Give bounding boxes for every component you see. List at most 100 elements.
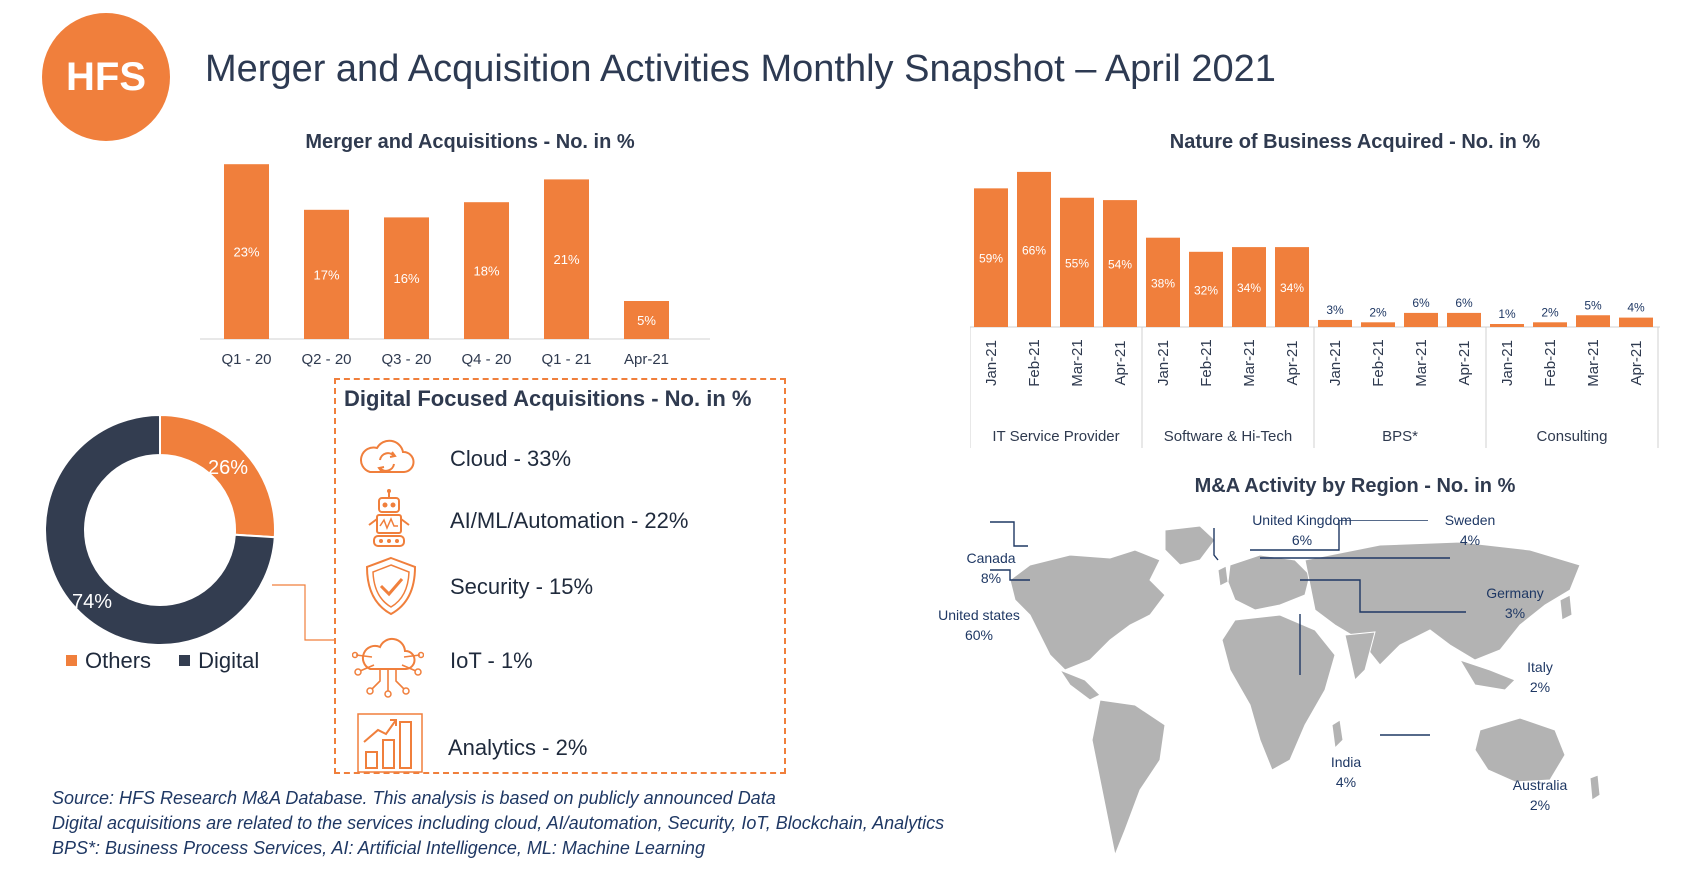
africa-shape (1221, 614, 1336, 771)
page-title: Merger and Acquisition Activities Monthl… (205, 48, 1276, 90)
nature-bar-label: 6% (1412, 296, 1430, 310)
nature-bar-label: 66% (1022, 243, 1046, 257)
nature-bar (1275, 247, 1309, 327)
cloud-icon (360, 439, 415, 473)
shield-icon (365, 556, 417, 616)
nature-bar (1189, 251, 1223, 327)
nature-tick-label: Apr-21 (1112, 340, 1129, 385)
nature-group-label: Software & Hi-Tech (1164, 428, 1292, 445)
digital-title: Digital Focused Acquisitions - No. in % (344, 386, 752, 411)
nature-bar-chart: 59% Jan-21 66% Feb-21 55% Mar-21 54% Apr-21 IT S… (970, 171, 1660, 448)
nature-tick-label: Mar-21 (1069, 339, 1086, 387)
nature-bar (1404, 312, 1438, 327)
digital-item-security: Security - 15% (450, 574, 594, 599)
europe-shape (1227, 554, 1311, 611)
ma-bar-label: 18% (473, 264, 499, 279)
nature-bar (1490, 324, 1524, 327)
digital-item-analytics: Analytics - 2% (448, 735, 588, 760)
ma-bar-label: 21% (553, 252, 579, 267)
ma-tick-label: Apr-21 (624, 351, 669, 368)
legend-others: Others (66, 648, 151, 673)
nature-tick-label: Feb-21 (1542, 339, 1559, 387)
sweden-leader-line (1250, 520, 1428, 551)
region-chart-title: M&A Activity by Region - No. in % (1194, 475, 1516, 497)
legend-digital: Digital (179, 648, 259, 673)
south-america-shape (1091, 699, 1166, 857)
source-notes: Source: HFS Research M&A Database. This … (52, 786, 944, 861)
nature-bar (1318, 319, 1352, 327)
legend-label-digital: Digital (198, 648, 260, 673)
nature-group-label: BPS* (1382, 428, 1418, 445)
digital-item-cloud: Cloud - 33% (450, 446, 572, 471)
legend-label-others: Others (85, 648, 152, 673)
japan-shape (1559, 594, 1573, 621)
nature-bar (1533, 322, 1567, 327)
region-label-australia: Australia 2% (1512, 777, 1568, 813)
uk-shape (1217, 565, 1229, 587)
region-label-italy: Italy 2% (1527, 659, 1553, 695)
nature-tick-label: Feb-21 (1198, 339, 1215, 387)
region-label-india: India 4% (1330, 754, 1362, 790)
nature-bar-label: 2% (1369, 305, 1387, 319)
nature-bar (1232, 247, 1266, 327)
region-label-uk: United Kingdom 6% (1252, 512, 1352, 548)
hfs-logo: HFS (42, 13, 170, 141)
nature-bar (1060, 197, 1094, 327)
legend-swatch-digital (179, 654, 191, 666)
digital-item-iot: IoT - 1% (450, 648, 533, 673)
nature-group-label: Consulting (1537, 428, 1608, 445)
nature-bar (1017, 171, 1051, 327)
ma-bar-label: 17% (313, 267, 339, 282)
source-line-1: Source: HFS Research M&A Database. This … (52, 788, 776, 808)
nature-bar-label: 54% (1108, 258, 1132, 272)
nature-bar (1447, 312, 1481, 327)
italy-leader-line (1300, 579, 1466, 613)
australia-shape (1474, 717, 1566, 783)
nature-bar (1146, 237, 1180, 327)
digital-donut-chart: 26% 74% (44, 413, 336, 645)
nature-tick-label: Apr-21 (1456, 340, 1473, 385)
ma-tick-label: Q1 - 21 (541, 351, 591, 368)
nature-bar-label: 1% (1498, 307, 1516, 321)
nature-bar-label: 4% (1627, 301, 1645, 315)
us-leader-line (990, 569, 1030, 581)
donut-slice-digital (44, 413, 276, 645)
donut-slice-others (159, 413, 276, 539)
region-label-canada: Canada 8% (966, 550, 1016, 586)
region-label-germany: Germany 3% (1486, 585, 1544, 621)
nature-tick-label: Feb-21 (1026, 339, 1043, 387)
region-label-sweden: Sweden 4% (1444, 512, 1496, 548)
nature-bar (1361, 322, 1395, 327)
ma-chart-title: Merger and Acquisitions - No. in % (305, 131, 635, 153)
nature-bar (1619, 317, 1653, 327)
madagascar-shape (1331, 719, 1344, 750)
nature-bar (974, 188, 1008, 327)
central-america-shape (1058, 668, 1101, 701)
legend-swatch-others (66, 654, 77, 666)
nature-bar-label: 55% (1065, 256, 1089, 270)
analytics-icon (357, 713, 423, 773)
nature-group-label: IT Service Provider (992, 428, 1119, 445)
nature-bar-label: 59% (979, 252, 1003, 266)
nature-tick-label: Jan-21 (983, 340, 1000, 386)
ma-bar-label: 5% (637, 313, 656, 328)
digital-focused-box (334, 378, 786, 774)
nz-shape (1589, 774, 1601, 801)
ma-bar (384, 217, 429, 339)
nature-bar-label: 34% (1237, 281, 1261, 295)
digital-item-ai: AI/ML/Automation - 22% (450, 508, 689, 533)
world-map (990, 520, 1601, 857)
nature-bar-label: 5% (1584, 298, 1602, 312)
se-asia-shape (1458, 659, 1516, 691)
nature-tick-label: Feb-21 (1370, 339, 1387, 387)
nature-bar-label: 3% (1326, 303, 1344, 317)
ma-tick-label: Q4 - 20 (461, 351, 511, 368)
iot-cloud-icon (352, 637, 424, 698)
nature-tick-label: Mar-21 (1585, 339, 1602, 387)
ma-bar (224, 164, 269, 339)
nature-bar-label: 6% (1455, 296, 1473, 310)
ma-bar-label: 16% (393, 271, 419, 286)
nature-bar-label: 34% (1280, 281, 1304, 295)
nature-bar-label: 38% (1151, 276, 1175, 290)
canada-leader-line (990, 521, 1028, 547)
